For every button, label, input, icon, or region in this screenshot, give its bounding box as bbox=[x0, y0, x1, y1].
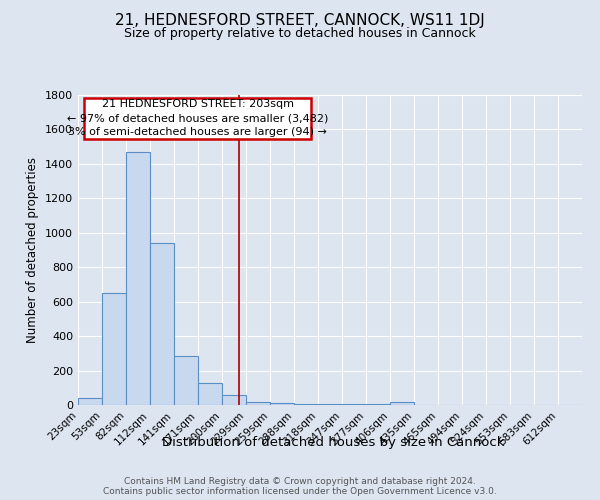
Bar bbox=[391, 402, 413, 405]
Bar bbox=[343, 404, 365, 405]
Bar bbox=[175, 356, 197, 405]
Bar bbox=[151, 243, 173, 405]
Bar bbox=[367, 404, 389, 405]
Bar bbox=[271, 404, 293, 405]
Bar bbox=[79, 398, 101, 405]
Text: Distribution of detached houses by size in Cannock: Distribution of detached houses by size … bbox=[162, 436, 504, 449]
Bar bbox=[295, 404, 317, 405]
Bar bbox=[319, 404, 341, 405]
Bar bbox=[247, 402, 269, 405]
Text: Contains HM Land Registry data © Crown copyright and database right 2024.: Contains HM Land Registry data © Crown c… bbox=[124, 476, 476, 486]
FancyBboxPatch shape bbox=[84, 98, 311, 139]
Y-axis label: Number of detached properties: Number of detached properties bbox=[26, 157, 40, 343]
Bar bbox=[223, 394, 245, 405]
Bar bbox=[127, 152, 149, 405]
Text: Contains public sector information licensed under the Open Government Licence v3: Contains public sector information licen… bbox=[103, 486, 497, 496]
Text: 21, HEDNESFORD STREET, CANNOCK, WS11 1DJ: 21, HEDNESFORD STREET, CANNOCK, WS11 1DJ bbox=[115, 12, 485, 28]
Text: 21 HEDNESFORD STREET: 203sqm
← 97% of detached houses are smaller (3,482)
3% of : 21 HEDNESFORD STREET: 203sqm ← 97% of de… bbox=[67, 99, 328, 137]
Bar bbox=[199, 382, 221, 405]
Text: Size of property relative to detached houses in Cannock: Size of property relative to detached ho… bbox=[124, 28, 476, 40]
Bar bbox=[103, 293, 125, 405]
